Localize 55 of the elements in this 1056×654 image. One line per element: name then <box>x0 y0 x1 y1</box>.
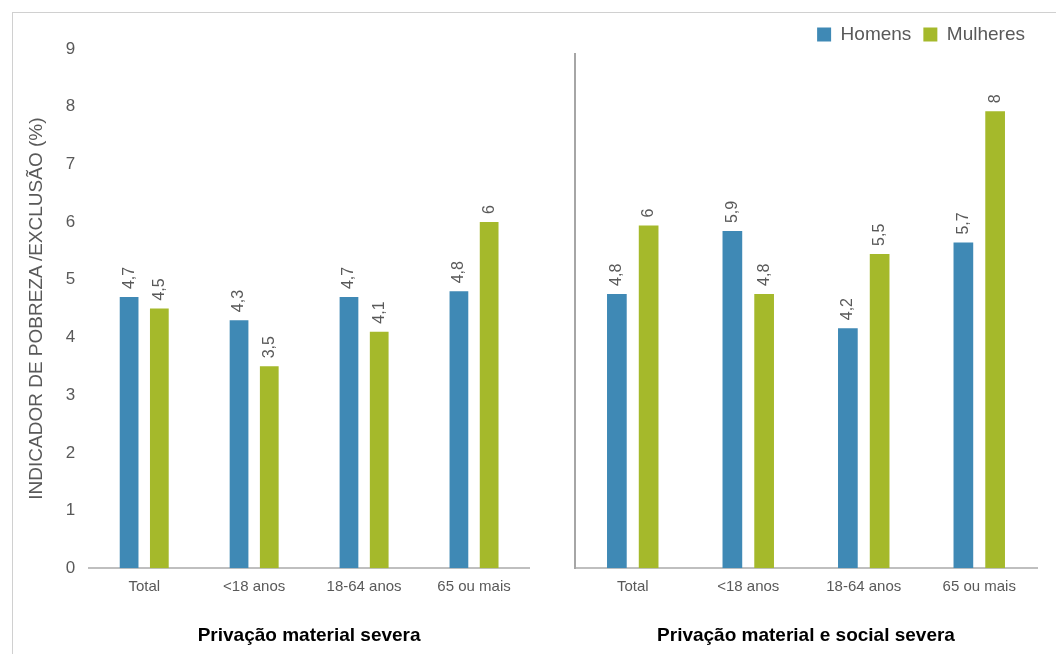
data-label: 4,8 <box>449 260 467 284</box>
data-label: 4,2 <box>838 297 856 321</box>
y-axis-title: INDICADOR DE POBREZA /EXCLUSÃO (%) <box>24 117 46 500</box>
y-tick-label: 1 <box>65 500 76 520</box>
x-tick-label: 18-64 anos <box>326 577 402 595</box>
bar <box>869 253 890 569</box>
data-label: 6 <box>479 205 497 215</box>
y-tick-label: 5 <box>65 269 76 289</box>
y-tick-label: 7 <box>65 154 76 174</box>
y-tick-label: 8 <box>65 96 76 116</box>
data-label: 6 <box>639 208 657 218</box>
x-axis-title: Privação material e social severa <box>657 623 956 645</box>
data-label: 4,8 <box>754 263 772 286</box>
bar <box>369 331 389 569</box>
x-tick-label: 18-64 anos <box>826 577 902 595</box>
data-label: 4,5 <box>149 278 167 301</box>
data-label: 4,3 <box>229 289 247 313</box>
data-label: 3,5 <box>259 335 277 359</box>
bar <box>985 111 1005 569</box>
x-tick-label: <18 anos <box>717 577 780 595</box>
bar <box>607 293 627 569</box>
bar <box>259 366 279 569</box>
data-label: 4,7 <box>339 266 357 290</box>
data-label: 5,5 <box>870 223 888 246</box>
bar <box>339 297 359 569</box>
y-tick-label: 6 <box>65 211 76 231</box>
bar <box>838 328 858 569</box>
bar <box>449 291 469 569</box>
bar <box>953 242 974 569</box>
bar <box>722 231 743 569</box>
bar <box>119 297 139 569</box>
legend-label: Mulheres <box>946 22 1026 44</box>
x-tick-label: Total <box>616 577 649 595</box>
x-axis-title: Privação material severa <box>197 623 421 645</box>
bar <box>149 308 169 569</box>
x-tick-label: <18 anos <box>223 577 286 595</box>
data-label: 4,7 <box>119 266 137 290</box>
bar <box>479 222 499 569</box>
x-tick-label: 65 ou mais <box>942 577 1016 595</box>
data-label: 5,7 <box>953 212 971 235</box>
y-tick-label: 0 <box>65 557 76 577</box>
bar <box>638 225 659 569</box>
bar <box>229 320 249 569</box>
data-label: 4,1 <box>369 301 387 324</box>
y-tick-label: 9 <box>65 38 76 58</box>
x-tick-label: 65 ou mais <box>437 577 511 595</box>
y-tick-label: 3 <box>65 384 76 404</box>
y-tick-label: 4 <box>65 327 76 347</box>
data-label: 8 <box>985 94 1003 104</box>
data-label: 5,9 <box>722 200 740 224</box>
data-label: 4,8 <box>607 263 625 286</box>
legend-label: Homens <box>840 22 912 44</box>
x-tick-label: Total <box>128 577 161 595</box>
bar <box>754 293 774 569</box>
y-tick-label: 2 <box>65 442 76 462</box>
